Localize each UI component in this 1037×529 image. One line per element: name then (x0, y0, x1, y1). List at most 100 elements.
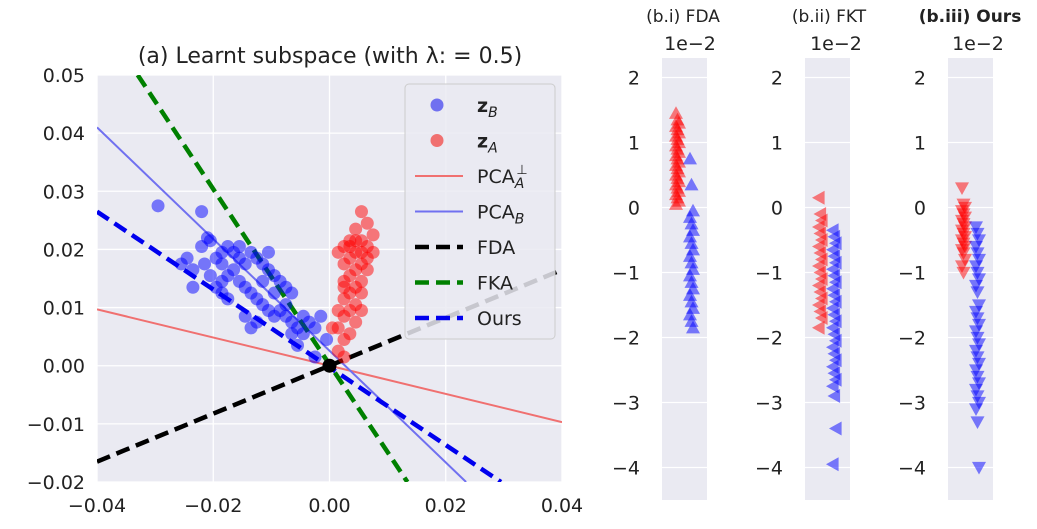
legend-label: PCAA⊥ (477, 163, 528, 192)
y-tick-label: 0.00 (43, 356, 85, 378)
point-zb (195, 205, 209, 219)
point-zb (314, 309, 328, 323)
point-za (337, 333, 351, 347)
point-a (812, 190, 825, 205)
y-tick-label: −4 (612, 458, 640, 480)
x-tick-label: 0.04 (541, 495, 583, 517)
point-zb (261, 245, 275, 259)
point-zb (232, 240, 246, 254)
point-za (343, 240, 357, 254)
point-za (331, 245, 345, 259)
legend-label: FDA (477, 237, 515, 259)
point-zb (308, 321, 322, 335)
legend-marker (430, 134, 444, 147)
point-zb (238, 257, 252, 271)
y-tick-label: 1 (914, 133, 926, 155)
x-tick-label: −0.04 (68, 495, 126, 517)
point-zb (285, 286, 299, 300)
panel-b-3: (b.iii) Ours 1e−2 −4 −3 −2 −1 0 1 2 (898, 7, 1021, 500)
panel-a-legend: zB zA PCAA⊥ PCAB FDA FKA Ours (404, 83, 556, 340)
point-b (970, 227, 985, 241)
point-za (337, 350, 351, 364)
y-tick-label: −3 (755, 393, 783, 415)
point-za (354, 245, 368, 259)
x-tick-label: −0.02 (184, 495, 242, 517)
point-zb (279, 298, 293, 312)
panel-b-title: (b.i) FDA (646, 7, 720, 27)
point-b (970, 312, 985, 325)
point-za (337, 280, 351, 294)
point-zb (186, 263, 200, 277)
legend-marker (430, 98, 444, 112)
point-b (970, 331, 985, 345)
point-a (956, 247, 971, 260)
legend-label: Ours (477, 308, 522, 330)
point-za (349, 315, 363, 329)
point-b (972, 273, 986, 286)
point-b (826, 379, 839, 394)
point-b (683, 210, 697, 223)
point-a (958, 253, 972, 267)
y-tick-label: −4 (755, 458, 783, 480)
point-b (972, 338, 986, 351)
point-za (349, 222, 363, 236)
point-b (684, 177, 699, 191)
panels-b: (b.i) FDA 1e−2 −4 −3 −2 −1 0 1 2 (b.ii) FKT 1e−2 −4… (612, 7, 1021, 500)
point-b (686, 320, 700, 334)
point-b (969, 344, 983, 358)
legend-label: zB (477, 95, 498, 121)
panel-b-2: (b.ii) FKT 1e−2 −4 −3 −2 −1 0 1 2 (755, 7, 867, 500)
legend-label: PCAB (477, 202, 524, 228)
point-zb (308, 350, 322, 364)
point-zb (320, 333, 334, 347)
point-b (972, 357, 986, 371)
point-zb (215, 257, 229, 271)
point-b (684, 314, 699, 327)
point-zb (291, 338, 305, 352)
point-zb (174, 257, 188, 271)
point-b (829, 421, 842, 436)
point-zb (238, 309, 252, 323)
point-zb (151, 199, 165, 213)
point-b (969, 364, 983, 377)
point-b (972, 253, 986, 267)
point-a (669, 106, 683, 119)
point-b (969, 279, 983, 293)
point-b (969, 325, 983, 338)
y-tick-label: −1 (755, 263, 783, 285)
point-b (683, 229, 697, 243)
point-zb (285, 327, 299, 341)
point-b (826, 457, 839, 472)
panel-a-x-tick-labels: −0.04 −0.02 0.00 0.02 0.04 (68, 495, 583, 517)
y-tick-label: −0.02 (27, 472, 85, 494)
point-b (969, 221, 983, 234)
point-zb (256, 274, 270, 288)
point-b (972, 318, 986, 332)
point-b (970, 390, 985, 403)
point-za (354, 303, 368, 317)
point-b (970, 266, 985, 280)
offset-label: 1e−2 (810, 33, 862, 55)
y-tick-label: −1 (898, 263, 926, 285)
y-tick-label: 0.04 (43, 123, 85, 145)
point-za (354, 286, 368, 300)
y-tick-label: 0.01 (43, 298, 85, 320)
panel-a: (a) Learnt subspace (with λ: = 0.5) −0.0… (27, 44, 583, 517)
point-b (684, 294, 699, 308)
point-za (366, 245, 380, 259)
point-b (827, 389, 841, 403)
y-tick-label: −1 (612, 263, 640, 285)
point-a (955, 260, 969, 273)
point-zb (203, 269, 217, 283)
point-b (683, 249, 697, 262)
point-zb (244, 321, 258, 335)
point-b (970, 351, 985, 364)
point-b (972, 396, 986, 410)
legend-label: FKA (477, 273, 513, 295)
y-tick-label: 0 (628, 198, 640, 220)
panel-b-title: (b.ii) FKT (792, 7, 867, 27)
point-za (354, 205, 368, 219)
point-b (969, 383, 983, 397)
origin-point (322, 358, 337, 373)
point-za (337, 257, 351, 271)
